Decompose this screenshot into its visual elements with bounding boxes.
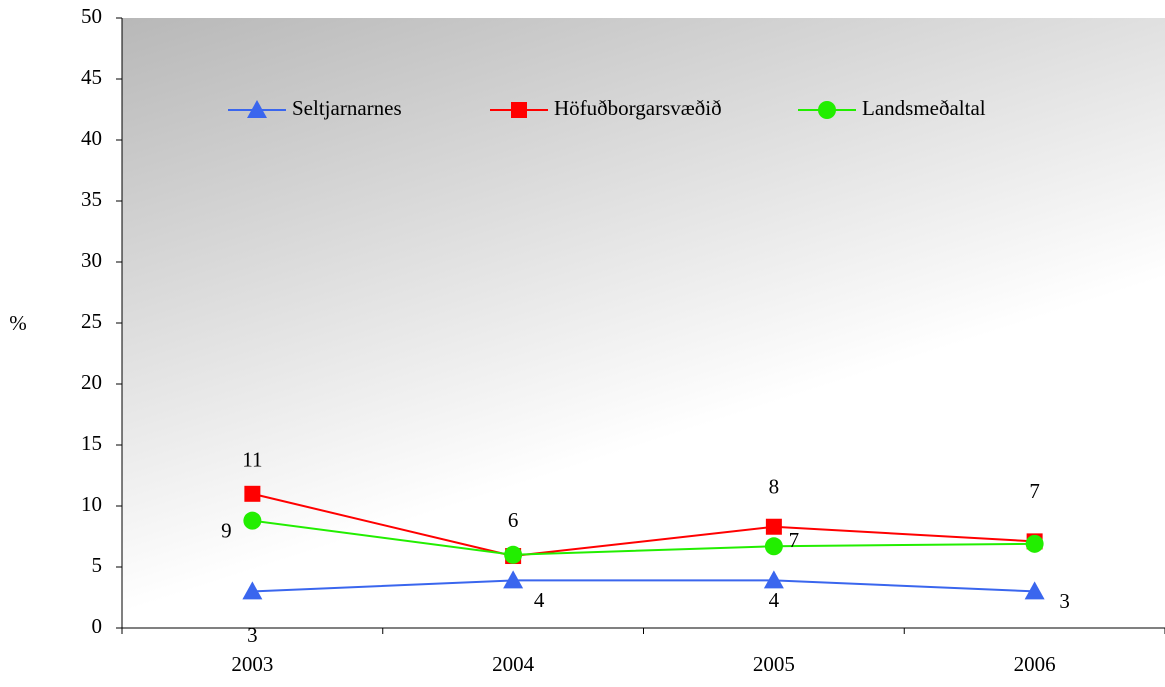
marker: [504, 545, 523, 564]
marker: [244, 485, 261, 502]
y-axis-label: %: [9, 311, 27, 335]
marker: [765, 518, 782, 535]
y-tick-label: 40: [81, 126, 102, 150]
series-line: [252, 579, 1035, 593]
marker: [763, 570, 784, 589]
x-tick-label: 2003: [231, 652, 273, 676]
legend-marker: [247, 100, 267, 118]
series-line: [252, 492, 1035, 558]
y-tick-label: 45: [81, 65, 102, 89]
marker: [1024, 581, 1045, 600]
y-tick-label: 50: [81, 4, 102, 28]
y-tick-label: 30: [81, 248, 102, 272]
data-label: 3: [247, 623, 258, 647]
legend-label: Höfuðborgarsvæðið: [554, 96, 722, 120]
data-label: 9: [221, 518, 232, 542]
y-tick-label: 0: [92, 614, 103, 638]
data-label: 7: [1029, 479, 1040, 503]
marker: [242, 581, 263, 600]
marker: [764, 537, 783, 556]
data-label: 4: [534, 588, 545, 612]
marker: [243, 511, 262, 530]
legend-marker: [818, 101, 836, 119]
data-label: 3: [1059, 589, 1070, 613]
x-tick-label: 2006: [1014, 652, 1056, 676]
data-label: 11: [242, 448, 262, 472]
y-tick-label: 35: [81, 187, 102, 211]
marker: [503, 570, 524, 589]
y-tick-label: 10: [81, 492, 102, 516]
y-tick-label: 20: [81, 370, 102, 394]
marker: [1025, 534, 1044, 553]
y-tick-label: 25: [81, 309, 102, 333]
data-label: 4: [769, 588, 780, 612]
series-line: [252, 519, 1035, 556]
data-label: 6: [508, 508, 519, 532]
y-tick-label: 15: [81, 431, 102, 455]
legend-label: Seltjarnarnes: [292, 96, 402, 120]
legend-label: Landsmeðaltal: [862, 96, 986, 120]
data-label: 7: [789, 528, 800, 552]
legend-marker: [511, 102, 527, 118]
data-label: 8: [769, 475, 780, 499]
x-tick-label: 2005: [753, 652, 795, 676]
y-tick-label: 5: [92, 553, 103, 577]
x-tick-label: 2004: [492, 652, 535, 676]
